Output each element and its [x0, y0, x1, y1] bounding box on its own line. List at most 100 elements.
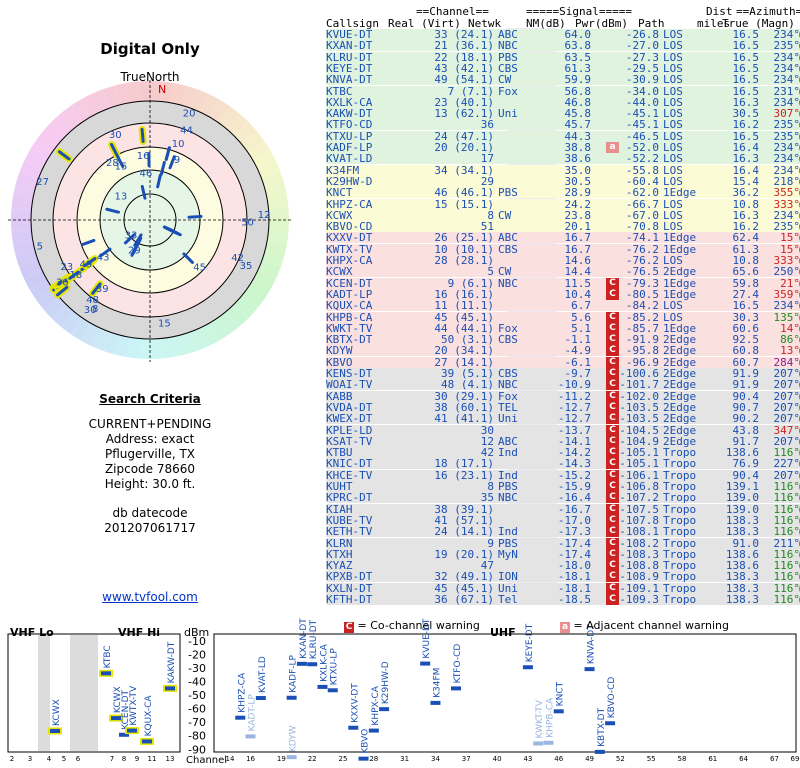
table-row[interactable]: KTFO-CD 36 45.7 -45.1 LOS 16.2 235°(230°): [326, 118, 800, 131]
table-row[interactable]: KTBC 7 (7.1) Fox 56.8 -34.0 LOS 16.5 231°(226°): [326, 85, 800, 98]
cell-mi: 138.3: [725, 570, 759, 584]
table-row[interactable]: KCWX 8 CW 23.8 -67.0 LOS 16.3 234°(230°): [326, 209, 800, 222]
co-channel-warning-icon: C: [606, 368, 619, 379]
table-row[interactable]: KTBU 42 Ind -14.2 -105.1 Tropo 138.6 116°(112°): [326, 446, 800, 459]
ring-segment: [218, 106, 240, 129]
cell-azm: (226°): [797, 85, 800, 98]
table-row[interactable]: KAKW-DT 13 (62.1) Uni 45.8 -45.1 LOS 30.5 307°(…: [326, 107, 800, 120]
cell-mi: 16.5: [732, 61, 760, 75]
table-row[interactable]: KFTH-DT 36 (67.1) Tel -18.5 -109.3 Tropo 138.3…: [326, 593, 800, 606]
ring-segment: [253, 270, 276, 290]
cell-az: 207°: [773, 367, 800, 380]
table-row[interactable]: K29HW-D 29 30.5 -60.4 LOS 15.4 218°(214°): [326, 175, 800, 188]
website-link[interactable]: www.tvfool.com: [102, 590, 198, 604]
station-callsign: KXXV-DT: [350, 683, 360, 723]
cell-mi: 30.5: [732, 107, 760, 121]
legend-co-channel: C = Co-channel warning: [344, 619, 480, 633]
table-row[interactable]: KXLN-DT 45 (45.1) Uni -18.1 -109.1 Tropo 138.3…: [326, 582, 800, 595]
station-ray: [123, 233, 136, 245]
station-ray: [57, 150, 71, 161]
ring-segment: [13, 184, 36, 200]
table-row[interactable]: KNCT 46 (46.1) PBS 28.9 -62.0 1Edge 36.2 355°(3…: [326, 186, 800, 199]
cell-nm: 45.8: [564, 107, 592, 121]
table-row[interactable]: KYAZ 47 -18.0 -108.8 Tropo 138.6 116°(112°): [326, 559, 800, 572]
row-background: [326, 322, 800, 334]
table-row[interactable]: KXLK-CA 23 (40.1) 46.8 -44.0 LOS 16.3 234°(230…: [326, 96, 800, 109]
table-row[interactable]: KTXU-LP 24 (47.1) 44.3 -46.5 LOS 16.5 235°(230…: [326, 130, 800, 143]
table-row[interactable]: KNVA-DT 49 (54.1) CW 59.9 -30.9 LOS 16.5 234°(2…: [326, 73, 800, 86]
table-row[interactable]: KBVO-CD 51 20.1 -70.8 LOS 16.2 235°(230°): [326, 220, 800, 233]
table-row[interactable]: KENS-DT 39 (5.1) CBS -9.7 -100.6 2Edge 91.9 207…: [326, 367, 800, 380]
table-row[interactable]: KPRC-DT 35 NBC -16.4 -107.2 Tropo 139.0 116°(11…: [326, 491, 800, 504]
table-row[interactable]: KLRN 9 PBS -17.4 -108.2 Tropo 91.0 211°(207°): [326, 537, 800, 550]
cell-nm: -17.4: [557, 536, 591, 550]
table-row[interactable]: KADT-LP 16 (16.1) 10.4 -80.5 1Edge 27.4 359°(3…: [326, 288, 800, 301]
table-row[interactable]: KVAT-LD 17 38.6 -52.2 LOS 16.3 234°(230°): [326, 152, 800, 165]
y-tick-label: -50: [188, 689, 206, 702]
channel-label: 13: [114, 192, 127, 203]
cell-pw: -105.1: [619, 457, 659, 471]
table-row[interactable]: KIAH 38 (39.1) -16.7 -107.5 Tropo 139.0 116°(1…: [326, 503, 800, 516]
table-row[interactable]: WOAI-TV 48 (4.1) NBC -10.9 -101.7 2Edge 91.9 20…: [326, 378, 800, 391]
table-row[interactable]: KHPZ-CA 15 (15.1) 24.2 -66.7 LOS 10.8 333°(329…: [326, 198, 800, 211]
table-row[interactable]: KBTX-DT 50 (3.1) CBS -1.1 -91.9 2Edge 92.5 86°(…: [326, 333, 800, 346]
cell-cs: KFTH-DT: [326, 593, 373, 606]
co-channel-warning-icon: C: [606, 401, 619, 413]
table-row[interactable]: KBVO 27 (14.1) -6.1 -96.9 2Edge 60.7 284°(280°…: [326, 356, 800, 369]
table-row[interactable]: KNIC-DT 18 (17.1) -14.3 -105.1 Tropo 76.9 227°…: [326, 457, 800, 470]
table-row[interactable]: KXXV-DT 26 (25.1) ABC 16.7 -74.1 1Edge 62.4 15°…: [326, 231, 800, 244]
table-row[interactable]: KCEN-DT 9 (6.1) NBC 11.5 -79.3 1Edge 59.8 21°(1…: [326, 277, 800, 290]
table-row[interactable]: KUBE-TV 41 (57.1) -17.0 -107.8 Tropo 138.3 116…: [326, 514, 800, 527]
cell-azm: (230°): [797, 62, 800, 75]
cell-az: 235°: [773, 220, 800, 234]
table-row[interactable]: KADF-LP 20 (20.1) 38.8 -52.0 LOS 16.4 234°(230…: [326, 141, 800, 154]
channel-tick: 4: [47, 755, 52, 763]
cell-net: Ind: [498, 468, 518, 482]
row-background: [326, 435, 800, 447]
table-row[interactable]: KVDA-DT 38 (60.1) TEL -12.7 -103.5 2Edge 90.7 2…: [326, 401, 800, 414]
cell-cs: KPRC-DT: [326, 491, 373, 505]
table-row[interactable]: KHCE-TV 16 (23.1) Ind -15.2 -106.1 Tropo 90.4 2…: [326, 469, 800, 482]
table-row[interactable]: KPLE-LD 30 -13.7 -104.5 2Edge 43.8 347°(343°): [326, 424, 800, 437]
table-row[interactable]: KCWX 5 CW 14.4 -76.5 2Edge 65.6 250°(246°): [326, 265, 800, 278]
table-row[interactable]: KWKT-TV 44 (44.1) Fox 5.1 -85.7 1Edge 60.6 14°(…: [326, 322, 800, 335]
cell-mi: 138.3: [725, 513, 759, 527]
table-row[interactable]: KXAN-DT 21 (36.1) NBC 63.8 -27.0 LOS 16.5 235°(…: [326, 39, 800, 52]
cell-az: 116°: [773, 559, 800, 573]
table-row[interactable]: KHPX-CA 28 (28.1) 14.6 -76.2 LOS 10.8 333°(329…: [326, 254, 800, 267]
row-background: [326, 413, 800, 425]
cell-az: 234°: [773, 95, 800, 109]
cell-rv: 5: [487, 265, 494, 279]
table-row[interactable]: KUHT 8 PBS -15.9 -106.8 Tropo 139.1 116°(111°): [326, 480, 800, 493]
table-row[interactable]: KHPB-CA 45 (45.1) 5.6 -85.2 LOS 30.3 135°(131°…: [326, 311, 800, 324]
cell-nm: -17.4: [557, 547, 591, 561]
table-row[interactable]: KQUX-CA 11 (11.1) 6.7 -84.2 LOS 16.5 234°(229°…: [326, 299, 800, 312]
table-row[interactable]: KABB 30 (29.1) Fox -11.2 -102.0 2Edge 90.4 207°…: [326, 390, 800, 403]
table-row[interactable]: KTXH 19 (20.1) MyN -17.4 -108.3 Tropo 138.6 116…: [326, 548, 800, 561]
cell-azm: (329°): [797, 254, 800, 267]
cell-nm: -6.1: [564, 355, 592, 369]
table-row[interactable]: KDYW 20 (34.1) -4.9 -95.8 2Edge 60.8 13°(9°): [326, 344, 800, 357]
channel-label: 9: [174, 155, 180, 166]
channel-tick: 67: [770, 755, 779, 763]
cell-nm: 16.7: [564, 231, 592, 245]
table-row[interactable]: KSAT-TV 12 ABC -14.1 -104.9 2Edge 91.7 207°(202…: [326, 435, 800, 448]
table-row[interactable]: KWEX-DT 41 (41.1) Uni -12.7 -103.5 2Edge 90.2 2…: [326, 412, 800, 425]
cell-net: Uni: [498, 412, 518, 426]
cell-azm: (81°): [797, 333, 800, 346]
table-row[interactable]: KLRU-DT 22 (18.1) PBS 63.5 -27.3 LOS 16.5 234°(…: [326, 51, 800, 64]
station-callsign: KEYE-DT: [525, 623, 535, 662]
cell-azm: (16°): [797, 277, 800, 290]
station-marker: [101, 671, 111, 676]
table-row[interactable]: KPXB-DT 32 (49.1) ION -18.1 -108.9 Tropo 138.3…: [326, 570, 800, 583]
cell-pw: -46.5: [625, 129, 659, 143]
table-row[interactable]: K34FM 34 (34.1) 35.0 -55.8 LOS 16.4 234°(230°): [326, 164, 800, 177]
cell-pw: -55.8: [625, 163, 659, 177]
cell-rv: 29: [480, 174, 494, 188]
table-row[interactable]: KETH-TV 24 (14.1) Ind -17.3 -108.1 Tropo 138.3…: [326, 525, 800, 538]
cell-pw: -104.5: [619, 423, 659, 437]
row-background: [326, 74, 800, 86]
table-row[interactable]: KWTX-TV 10 (10.1) CBS 16.7 -76.2 1Edge 61.3 15°…: [326, 243, 800, 256]
table-row[interactable]: KEYE-DT 43 (42.1) CBS 61.3 -29.5 LOS 16.5 234°(…: [326, 62, 800, 75]
table-row[interactable]: KVUE-DT 33 (24.1) ABC 64.0 -26.8 LOS 16.5 234°(…: [326, 28, 800, 41]
